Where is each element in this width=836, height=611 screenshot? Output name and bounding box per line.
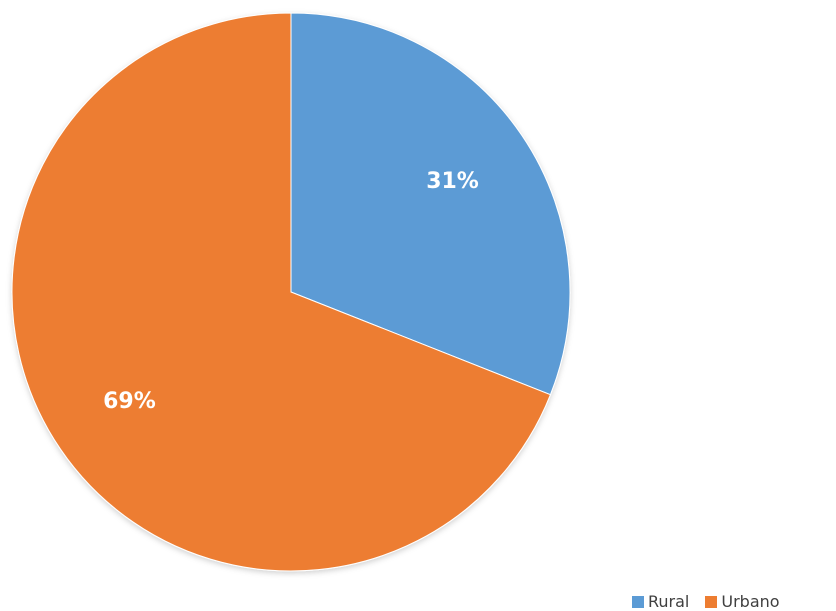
legend-item-urbano: Urbano xyxy=(705,592,780,611)
legend-swatch-urbano xyxy=(705,595,718,608)
chart-legend: Rural Urbano xyxy=(632,592,780,611)
legend-item-rural: Rural xyxy=(632,592,689,611)
pie-slice-rural xyxy=(290,12,571,396)
data-label-rural: 31% xyxy=(426,169,479,194)
pie-data-labels: 31% 69% xyxy=(103,169,479,414)
legend-label-urbano: Urbano xyxy=(721,592,780,611)
legend-swatch-rural xyxy=(632,595,644,608)
data-label-urbano: 69% xyxy=(103,389,156,414)
pie-slices xyxy=(11,12,571,572)
legend-label-rural: Rural xyxy=(648,592,690,611)
pie-slice-urbano xyxy=(11,12,552,572)
